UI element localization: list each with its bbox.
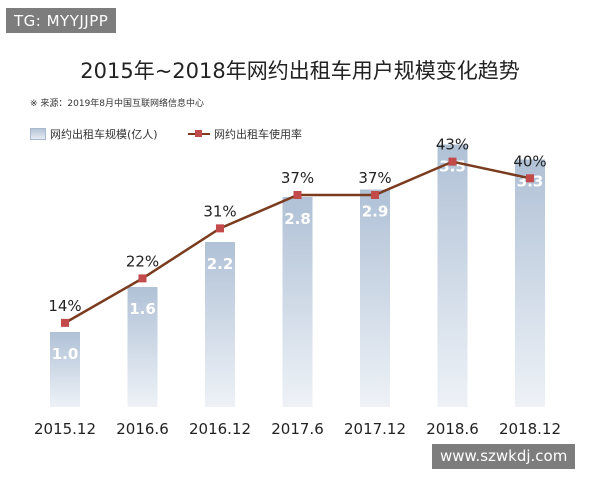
legend-bar-label: 网约出租车规模(亿人) — [50, 128, 158, 141]
usage-rate-label: 37% — [358, 169, 391, 187]
usage-rate-marker — [61, 318, 69, 327]
legend-item-bar: 网约出租车规模(亿人) — [30, 126, 158, 142]
usage-rate-marker — [216, 224, 224, 233]
bar-2015.12 — [50, 332, 80, 407]
bar-2018.6 — [437, 144, 468, 407]
usage-rate-label: 40% — [513, 152, 546, 170]
site-watermark: www.szwkdj.com — [432, 444, 576, 469]
bar-2018.12 — [515, 159, 545, 407]
bar-value-label: 1.6 — [129, 300, 156, 318]
usage-rate-marker — [371, 190, 379, 199]
legend-line-swatch — [188, 129, 210, 139]
x-tick-label: 2017.6 — [271, 420, 324, 438]
source-note: ※ 来源：2019年8月中国互联网络信息中心 — [30, 99, 205, 109]
x-tick-label: 2018.6 — [426, 420, 479, 438]
legend-bar-swatch — [30, 128, 46, 140]
usage-rate-marker — [448, 157, 457, 166]
bar-2017.6 — [282, 197, 313, 407]
x-tick-label: 2018.12 — [499, 420, 561, 438]
x-tick-label: 2016.12 — [189, 420, 251, 438]
watermark-tag: TG: MYYJJPP — [6, 8, 117, 33]
x-tick-label: 2016.6 — [116, 420, 169, 438]
usage-rate-marker — [293, 190, 302, 199]
legend-line-label: 网约出租车使用率 — [214, 128, 302, 141]
usage-rate-label: 37% — [281, 169, 314, 187]
bar-value-label: 2.8 — [284, 210, 311, 228]
usage-rate-label: 43% — [436, 136, 469, 154]
usage-rate-label: 14% — [48, 297, 81, 315]
bar-2016.6 — [127, 287, 158, 407]
bar-value-label: 1.0 — [52, 345, 79, 363]
usage-rate-marker — [526, 174, 534, 183]
bar-value-label: 2.9 — [362, 203, 389, 221]
bar-value-label: 2.2 — [207, 255, 234, 273]
chart-title: 2015年~2018年网约出租车用户规模变化趋势 — [80, 59, 520, 83]
bar-2016.12 — [205, 242, 235, 407]
x-tick-label: 2017.12 — [344, 420, 406, 438]
bar-2017.12 — [360, 189, 390, 407]
usage-rate-label: 31% — [203, 202, 236, 220]
usage-rate-marker — [138, 274, 147, 283]
legend-item-line: 网约出租车使用率 — [188, 126, 302, 142]
x-tick-label: 2015.12 — [34, 420, 96, 438]
usage-rate-label: 22% — [126, 252, 159, 270]
